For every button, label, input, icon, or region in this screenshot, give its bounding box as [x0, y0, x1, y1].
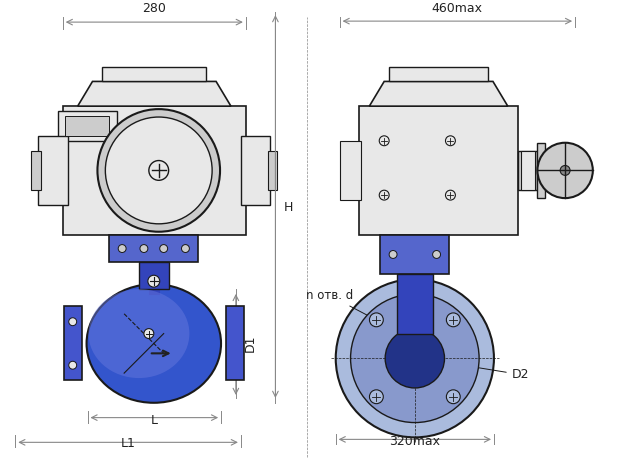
- Circle shape: [446, 136, 456, 146]
- Bar: [65, 116, 109, 136]
- Circle shape: [379, 136, 389, 146]
- Circle shape: [148, 275, 160, 287]
- Circle shape: [336, 279, 494, 438]
- Ellipse shape: [89, 289, 190, 378]
- Bar: [64, 306, 82, 380]
- Circle shape: [389, 251, 397, 259]
- Bar: [109, 235, 198, 262]
- Bar: [31, 151, 41, 190]
- Ellipse shape: [87, 284, 221, 403]
- Circle shape: [446, 190, 456, 200]
- Circle shape: [144, 329, 154, 338]
- Circle shape: [149, 160, 168, 180]
- Circle shape: [446, 313, 461, 327]
- Text: H: H: [283, 201, 293, 213]
- Circle shape: [118, 244, 126, 253]
- Text: n отв. d: n отв. d: [306, 289, 373, 319]
- Text: 280: 280: [142, 2, 166, 15]
- Circle shape: [369, 390, 383, 404]
- Text: 460max: 460max: [432, 2, 483, 15]
- Circle shape: [351, 294, 479, 422]
- Bar: [339, 141, 361, 200]
- Circle shape: [385, 329, 444, 388]
- Bar: [226, 306, 244, 380]
- Bar: [537, 143, 545, 198]
- Polygon shape: [369, 82, 508, 106]
- Bar: [380, 235, 449, 274]
- Bar: [268, 151, 278, 190]
- Circle shape: [105, 117, 212, 224]
- Circle shape: [560, 166, 570, 176]
- Circle shape: [379, 190, 389, 200]
- Bar: [518, 151, 537, 190]
- Circle shape: [369, 313, 383, 327]
- Polygon shape: [77, 82, 231, 106]
- Bar: [58, 111, 117, 141]
- Bar: [397, 274, 432, 334]
- Bar: [389, 67, 488, 82]
- Text: D1: D1: [244, 335, 256, 352]
- Circle shape: [537, 143, 593, 198]
- Text: L1: L1: [120, 437, 135, 450]
- Circle shape: [69, 361, 77, 369]
- Circle shape: [432, 251, 441, 259]
- Text: L: L: [150, 413, 157, 427]
- Text: 320max: 320max: [389, 435, 441, 448]
- Bar: [359, 106, 518, 235]
- Bar: [63, 106, 246, 235]
- Bar: [102, 67, 206, 82]
- Circle shape: [160, 244, 168, 253]
- Bar: [139, 262, 168, 289]
- Circle shape: [182, 244, 190, 253]
- Circle shape: [140, 244, 148, 253]
- Bar: [520, 151, 535, 190]
- Circle shape: [97, 109, 220, 232]
- Circle shape: [446, 390, 461, 404]
- Bar: [241, 136, 270, 205]
- Bar: [38, 136, 68, 205]
- Circle shape: [69, 318, 77, 326]
- Text: D2: D2: [464, 363, 529, 381]
